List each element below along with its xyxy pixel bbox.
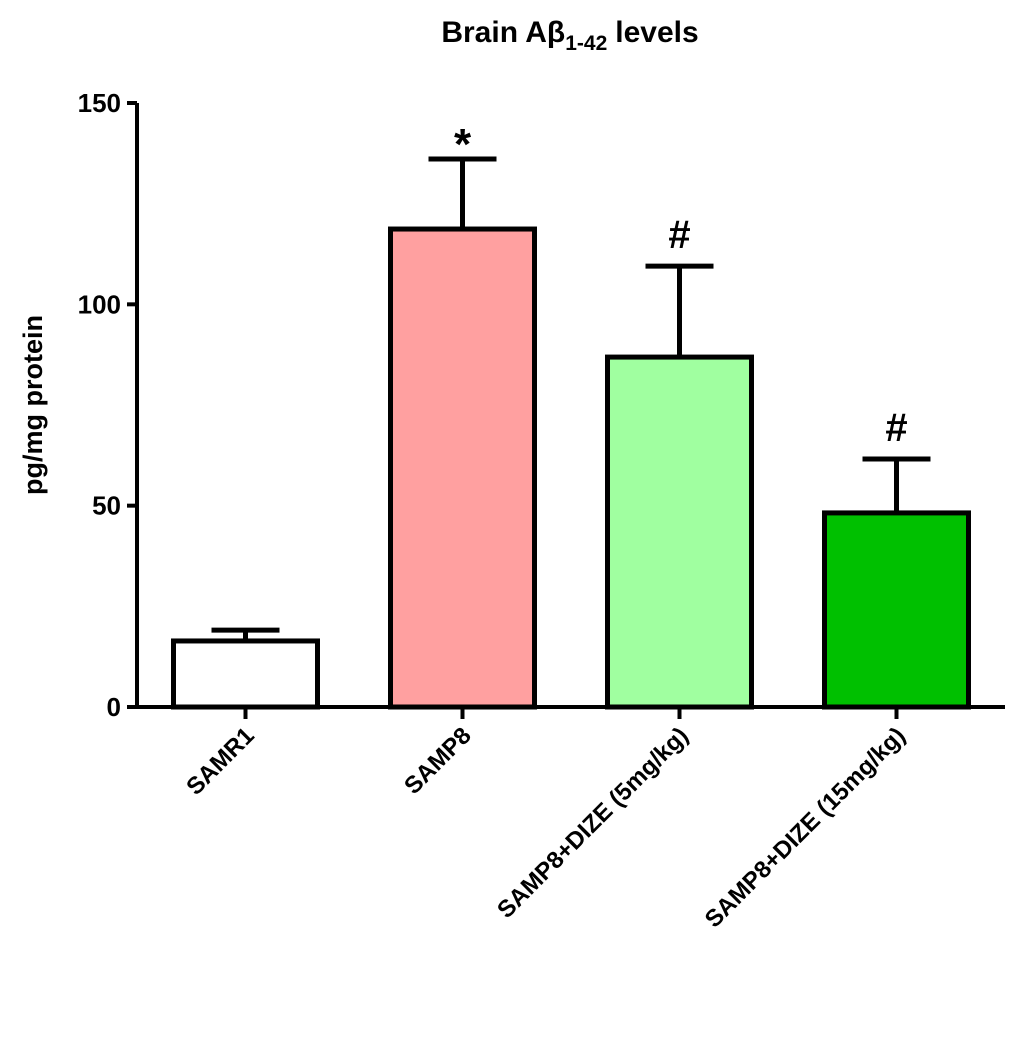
title-rest: levels — [615, 16, 698, 49]
bar — [822, 510, 971, 710]
x-tick-label: SAMP8+DIZE (5mg/kg) — [492, 722, 694, 924]
significance-mark: # — [885, 406, 907, 450]
y-axis-label: pg/mg protein — [18, 315, 48, 495]
title-subscript: 1-42 — [565, 32, 607, 55]
bar — [388, 226, 537, 710]
significance-mark: * — [454, 120, 472, 169]
y-tick-label: 150 — [78, 88, 121, 118]
bar — [605, 354, 754, 710]
x-tick-label: SAMR1 — [181, 722, 259, 800]
bar — [171, 638, 320, 710]
x-tick-label: SAMP8+DIZE (15mg/kg) — [700, 722, 911, 933]
y-tick-label: 50 — [92, 491, 121, 521]
y-tick-label: 0 — [107, 692, 121, 722]
significance-mark: # — [668, 213, 690, 257]
chart-title: Brain Aβ1-42 levels — [441, 16, 698, 55]
x-tick-label: SAMP8 — [399, 722, 477, 800]
title-text: Brain Aβ — [441, 16, 565, 49]
y-tick-label: 100 — [78, 289, 121, 319]
